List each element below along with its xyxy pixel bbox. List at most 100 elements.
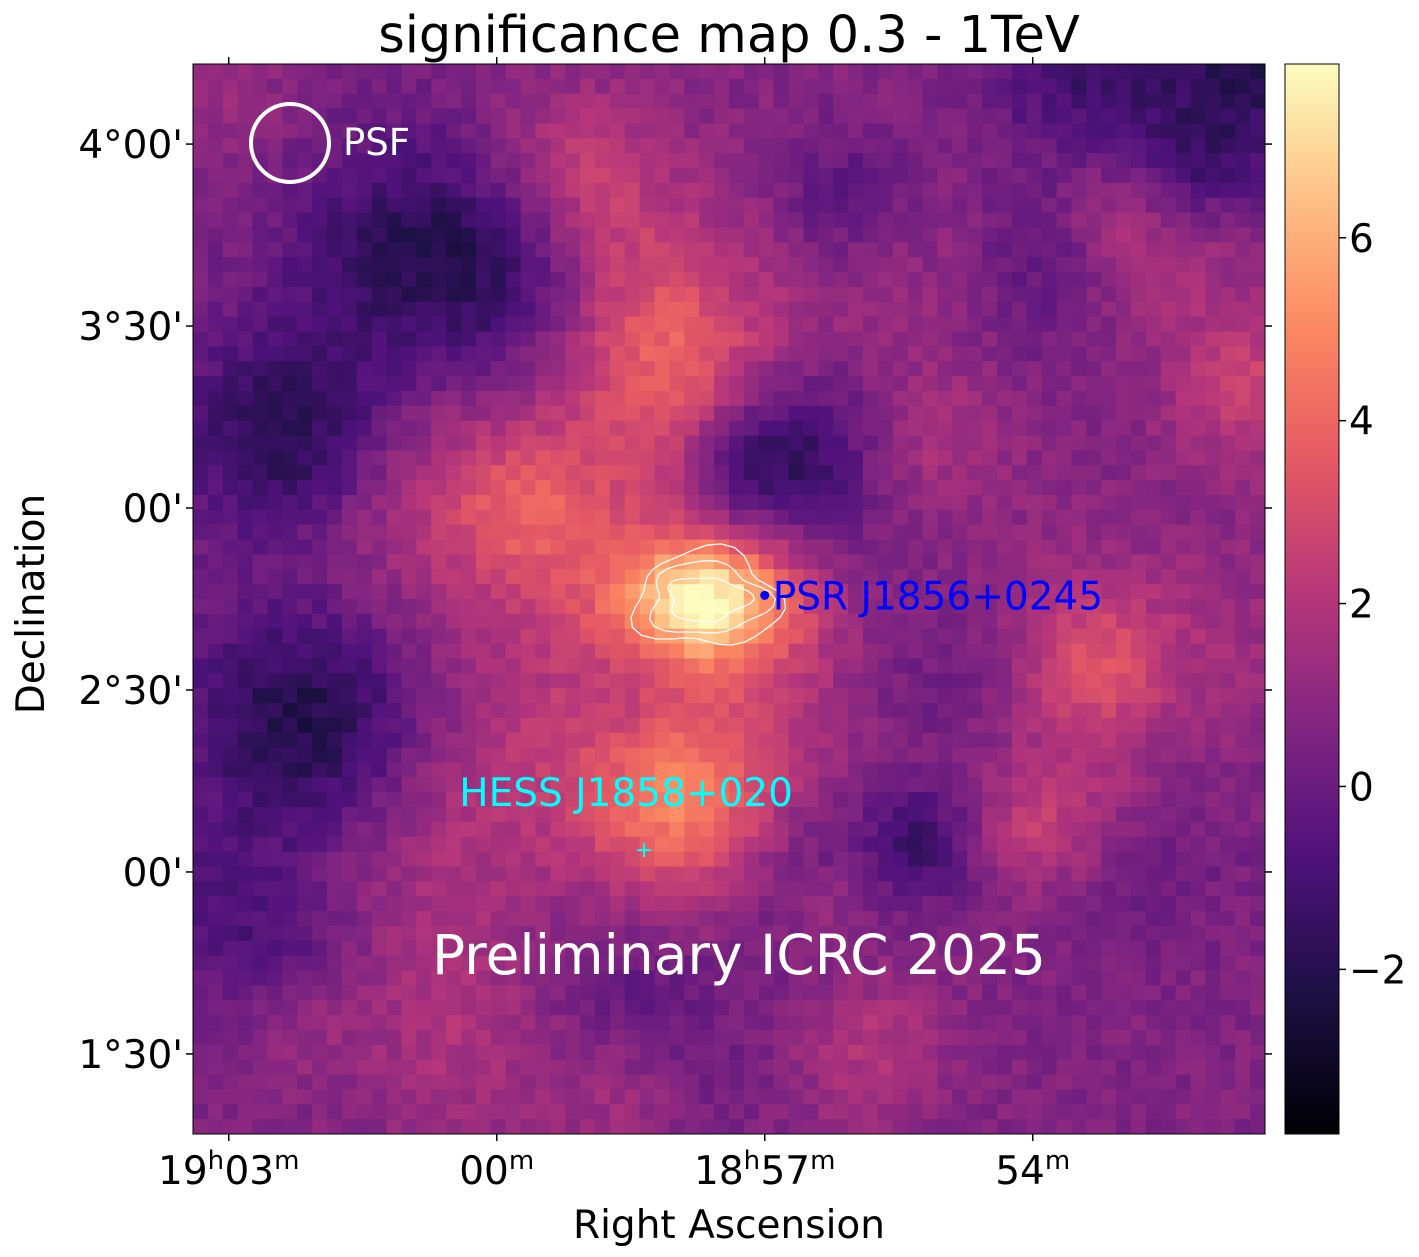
heatmap-cell [967,78,983,95]
heatmap-cell [1086,242,1102,258]
heatmap-cell [193,866,209,882]
heatmap-cell [580,836,596,853]
heatmap-cell [1086,970,1102,986]
heatmap-cell [1071,1000,1087,1016]
heatmap-cell [431,465,447,481]
heatmap-cell [1011,821,1028,838]
heatmap-cell [550,450,566,466]
heatmap-cell [1101,1059,1117,1076]
heatmap-cell [922,420,939,437]
heatmap-cell [1071,866,1087,882]
heatmap-cell [327,539,343,556]
heatmap-cell [312,390,328,407]
heatmap-cell [1026,628,1043,645]
heatmap-cell [535,390,551,407]
heatmap-cell [297,777,313,793]
heatmap-cell [833,836,849,853]
heatmap-cell [446,182,462,199]
heatmap-cell [252,301,269,318]
heatmap-cell [341,93,358,110]
heatmap-cell [446,286,462,303]
heatmap-cell [520,955,537,972]
heatmap-cell [1235,673,1251,689]
heatmap-cell [1205,896,1221,912]
heatmap-cell [401,1074,417,1091]
heatmap-cell [892,494,909,511]
heatmap-cell [952,613,968,630]
heatmap-cell [743,1029,760,1046]
heatmap-cell [937,896,953,912]
heatmap-cell [416,108,432,125]
heatmap-cell [252,331,269,347]
heatmap-cell [773,777,790,793]
heatmap-cell [297,599,313,615]
heatmap-cell [1190,970,1207,986]
heatmap-cell [818,866,834,882]
heatmap-cell [1205,138,1221,154]
heatmap-cell [714,153,730,169]
heatmap-cell [252,286,269,303]
heatmap-cell [654,717,671,734]
heatmap-cell [520,673,537,689]
heatmap-cell [431,970,447,986]
heatmap-cell [193,554,209,570]
heatmap-cell [758,940,775,957]
heatmap-cell [207,286,224,303]
heatmap-cell [565,509,581,526]
heatmap-cell [1235,316,1251,333]
heatmap-cell [431,985,447,1001]
heatmap-cell [952,836,968,853]
heatmap-cell [967,465,983,481]
heatmap-cell [565,376,581,392]
heatmap-cell [386,64,403,80]
heatmap-cell [1250,376,1265,392]
heatmap-cell [431,688,447,704]
heatmap-cell [520,78,537,95]
heatmap-cell [639,420,656,437]
heatmap-cell [356,123,373,139]
heatmap-cell [1086,688,1102,704]
heatmap-cell [371,494,388,511]
heatmap-cell [788,628,805,645]
heatmap-cell [803,836,819,853]
heatmap-cell [222,212,239,229]
heatmap-cell [1056,480,1073,496]
heatmap-cell [416,599,432,615]
heatmap-cell [788,108,805,125]
heatmap-cell [1175,881,1192,897]
heatmap-cell [267,970,283,986]
heatmap-cell [1235,1044,1251,1061]
heatmap-cell [758,242,775,258]
heatmap-cell [327,390,343,407]
heatmap-cell [699,1059,715,1076]
heatmap-cell [222,628,239,645]
heatmap-cell [982,435,998,451]
heatmap-cell [1086,732,1102,749]
heatmap-cell [1220,257,1236,273]
heatmap-cell [1205,153,1221,169]
heatmap-cell [1026,599,1043,615]
heatmap-cell [967,658,983,674]
heatmap-cell [729,1059,745,1076]
heatmap-cell [207,1074,224,1091]
heatmap-cell [624,851,641,868]
heatmap-cell [282,717,298,734]
heatmap-cell [371,821,388,838]
heatmap-cell [967,168,983,184]
heatmap-cell [863,242,879,258]
heatmap-cell [1011,911,1028,927]
heatmap-cell [699,480,715,496]
heatmap-cell [982,331,998,347]
heatmap-cell [803,599,819,615]
heatmap-cell [907,465,924,481]
heatmap-cell [1160,911,1177,927]
heatmap-cell [297,182,313,199]
heatmap-cell [461,346,477,362]
heatmap-cell [758,703,775,719]
heatmap-cell [431,361,447,377]
heatmap-cell [669,851,685,868]
heatmap-cell [609,599,626,615]
heatmap-cell [788,955,805,972]
heatmap-cell [237,970,254,986]
heatmap-cell [773,792,790,808]
